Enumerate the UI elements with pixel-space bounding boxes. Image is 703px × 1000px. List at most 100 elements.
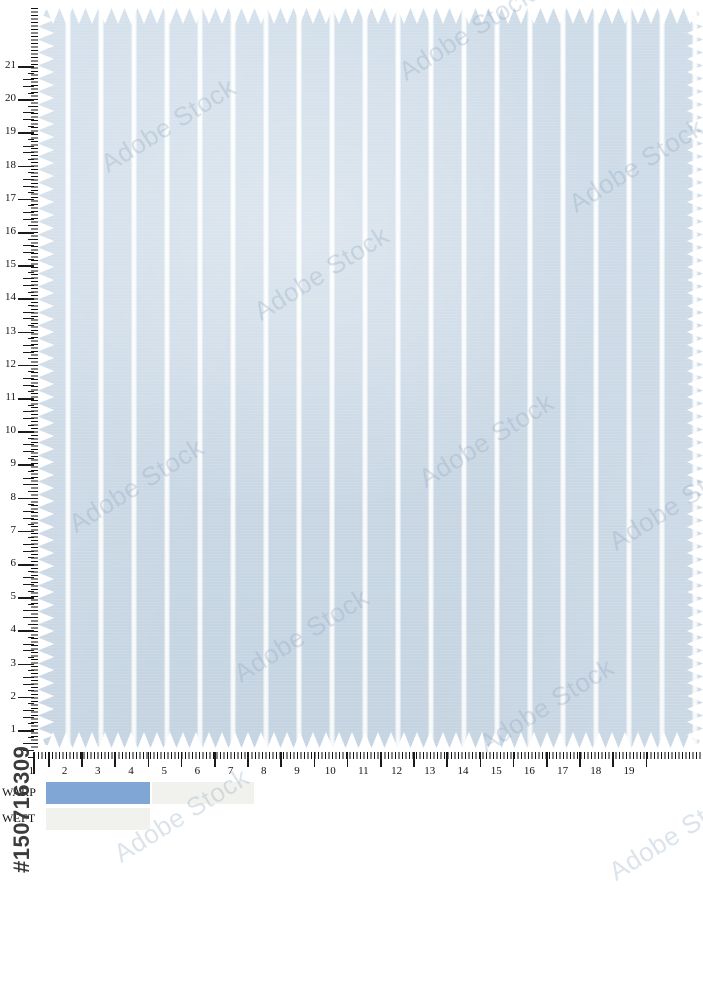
ruler-horizontal-label: 6 [194, 765, 201, 777]
ruler-horizontal-label: 16 [523, 765, 535, 777]
ruler-vertical-tick-major [18, 696, 34, 699]
ruler-vertical-tick-minor [23, 617, 34, 619]
ruler-vertical-tick-minor [28, 537, 34, 539]
ruler-vertical-tick-major [18, 431, 34, 433]
ruler-vertical-tick-minor [23, 550, 34, 552]
ruler-vertical-tick-minor [28, 670, 34, 672]
ruler-vertical-label: 21 [5, 59, 16, 71]
ruler-vertical-tick-minor [23, 251, 34, 253]
ruler-horizontal-comb [38, 752, 703, 759]
ruler-horizontal-label: 17 [557, 765, 569, 777]
ruler-vertical-tick-major [18, 564, 34, 566]
ruler-vertical-tick-minor [28, 424, 34, 426]
ruler-vertical-label: 7 [10, 523, 17, 536]
ruler-vertical-label: 4 [10, 623, 17, 636]
ruler-vertical-tick-minor [23, 119, 34, 121]
ruler-horizontal-tick-major [180, 752, 183, 767]
legend-label-weft: WEFT [2, 811, 36, 825]
ruler-vertical-tick-minor [23, 378, 34, 380]
ruler-horizontal-label: 4 [128, 765, 134, 777]
ruler-horizontal-tick-major [48, 752, 50, 767]
ruler-vertical-tick-major [18, 630, 34, 632]
ruler-vertical-tick-minor [28, 358, 34, 360]
legend-label-warp: WARP [2, 785, 37, 799]
ruler-vertical-tick-minor [23, 683, 34, 685]
ruler-vertical-tick-minor [28, 590, 34, 592]
ruler-vertical-tick-major [18, 132, 34, 134]
ruler-vertical-label: 9 [10, 457, 17, 470]
ruler-horizontal-origin-tick [33, 752, 35, 774]
legend-swatch-weft-color-1 [46, 808, 150, 830]
ruler-vertical-tick-minor [23, 517, 34, 519]
ruler-horizontal-label: 11 [358, 765, 369, 777]
ruler-horizontal-label: 7 [227, 765, 234, 777]
ruler-vertical-tick-minor [23, 212, 34, 214]
ruler-horizontal-tick-major [114, 752, 116, 767]
ruler-horizontal-label: 5 [161, 765, 167, 777]
ruler-vertical-label: 15 [5, 258, 16, 271]
ruler-horizontal-label: 14 [457, 765, 469, 777]
ruler-vertical-tick-minor [28, 690, 34, 692]
ruler-horizontal-tick-major [280, 752, 282, 767]
ruler-vertical-tick-minor [23, 743, 34, 745]
legend-swatch-warp-color-2 [152, 782, 254, 804]
ruler-vertical-tick-major [18, 730, 34, 732]
ruler-vertical-tick-minor [28, 756, 34, 758]
ruler-vertical-label: 18 [5, 158, 16, 171]
ruler-vertical-tick-minor [28, 723, 34, 725]
ruler-vertical-tick-minor [23, 749, 34, 751]
ruler-vertical-tick-major [18, 530, 34, 533]
ruler-horizontal-tick-major [313, 752, 316, 767]
ruler-horizontal-tick-major [413, 752, 415, 767]
ruler-vertical-label: 11 [5, 391, 16, 403]
ruler-vertical-tick-minor [23, 676, 34, 678]
ruler-vertical-label: 5 [10, 590, 17, 603]
ruler-vertical-label: 3 [10, 656, 17, 669]
ruler-horizontal-tick-major [346, 752, 349, 767]
ruler-vertical-tick-minor [23, 152, 34, 154]
fabric-swatch-image [38, 8, 703, 748]
ruler-vertical-tick-minor [28, 736, 34, 738]
ruler-vertical-tick-minor [23, 185, 34, 187]
ruler-horizontal-tick-major [512, 752, 515, 767]
ruler-vertical-tick-minor [28, 192, 34, 194]
ruler-vertical-tick-minor [28, 125, 34, 127]
ruler-vertical-label: 17 [5, 191, 16, 204]
ruler-vertical-tick-minor [28, 92, 34, 94]
ruler-vertical-label: 1 [10, 723, 17, 735]
ruler-horizontal-tick-major [612, 752, 614, 767]
ruler-vertical-tick-minor [28, 490, 34, 492]
ruler-vertical-tick-minor [28, 524, 34, 526]
ruler-horizontal-tick-major [546, 752, 548, 767]
ruler-vertical-tick-major [18, 66, 34, 68]
ruler-horizontal-tick-major [81, 752, 83, 767]
ruler-vertical-tick-minor [23, 583, 34, 585]
ruler-vertical-tick-minor [23, 610, 34, 612]
ruler-vertical-tick-minor [23, 477, 34, 479]
ruler-vertical-tick-minor [28, 205, 34, 207]
ruler-horizontal-tick-major [479, 752, 482, 767]
ruler-vertical-tick-major [18, 364, 34, 367]
ruler-vertical-label: 14 [5, 291, 16, 304]
ruler-vertical-tick-minor [28, 172, 34, 174]
ruler-horizontal-label: 15 [490, 765, 502, 777]
ruler-horizontal-label: 3 [95, 765, 101, 777]
ruler-vertical-tick-minor [28, 404, 34, 406]
ruler-vertical-label: 2 [10, 689, 17, 702]
ruler-vertical-tick-minor [28, 623, 34, 625]
ruler-vertical-tick-major [18, 597, 34, 599]
ruler-vertical-tick-minor [28, 371, 34, 373]
ruler-vertical-tick-minor [23, 510, 34, 512]
ruler-vertical-tick-minor [23, 417, 34, 419]
ruler-vertical-label: 16 [5, 225, 16, 237]
ruler-vertical-tick-minor [28, 105, 34, 107]
ruler-vertical-tick-minor [28, 258, 34, 260]
ruler-horizontal-tick-major [214, 752, 216, 767]
ruler-vertical-label: 20 [5, 92, 16, 105]
ruler-vertical-tick-minor [28, 291, 34, 293]
ruler-vertical-tick-minor [28, 656, 34, 658]
ruler-vertical-tick-minor [28, 570, 34, 572]
ruler-vertical-tick-major [18, 331, 34, 334]
ruler-vertical-tick-minor [23, 278, 34, 280]
ruler-vertical-tick-major [18, 298, 34, 300]
